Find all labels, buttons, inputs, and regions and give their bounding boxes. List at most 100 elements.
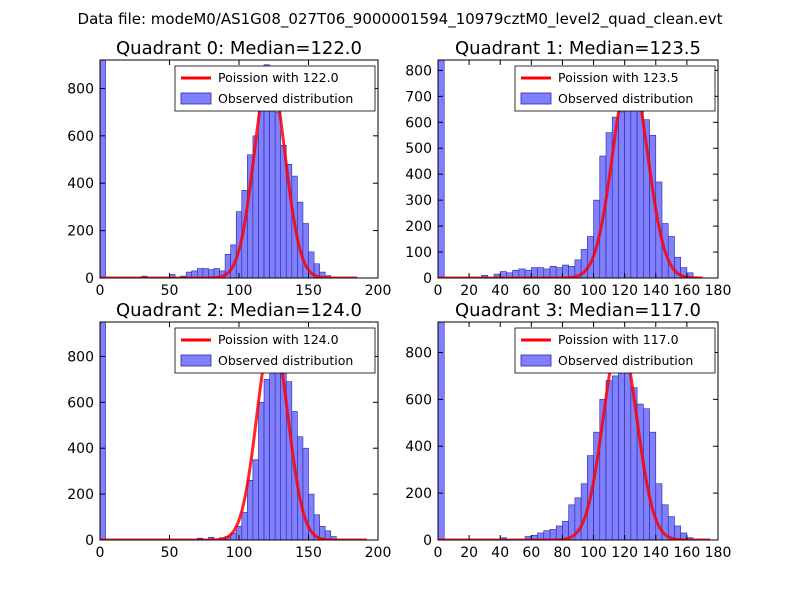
x-tick-label: 100 [226, 545, 253, 561]
panel-quadrant-1: Quadrant 1: Median=123.50 20 40 60 80 100 120 1… [405, 38, 731, 299]
x-tick-label: 0 [434, 283, 443, 299]
histogram-bar [269, 356, 276, 540]
x-tick-label: 120 [611, 283, 638, 299]
histogram-bar [549, 266, 557, 278]
y-tick-label: 200 [67, 487, 94, 503]
y-tick-label: 400 [67, 441, 94, 457]
x-tick-label: 80 [554, 283, 572, 299]
y-tick-label: 400 [67, 176, 94, 192]
y-tick-label: 300 [405, 193, 432, 209]
histogram-bar [258, 402, 265, 540]
legend-observed-swatch [520, 92, 552, 105]
y-tick-label: 600 [405, 392, 432, 408]
y-tick-label: 200 [405, 486, 432, 502]
y-tick-label: 600 [405, 115, 432, 131]
histogram-bar [274, 111, 282, 278]
x-tick-label: 100 [226, 283, 253, 299]
x-tick-label: 40 [491, 283, 509, 299]
histogram-bars [438, 322, 694, 540]
legend-fit-label: Poission with 124.0 [218, 332, 339, 347]
x-tick-label: 140 [642, 545, 669, 561]
x-tick-label: 180 [705, 545, 732, 561]
x-tick-label: 180 [705, 283, 732, 299]
x-tick-label: 20 [460, 545, 478, 561]
panel-quadrant-3: Quadrant 3: Median=117.00 20 40 60 80 100 120 1… [405, 300, 731, 561]
histogram-bar [605, 380, 613, 540]
poisson-fit-line [100, 331, 367, 540]
y-tick-label: 600 [67, 395, 94, 411]
x-tick-label: 150 [295, 283, 322, 299]
histogram-bar [247, 480, 254, 540]
axes-frame [437, 59, 719, 279]
x-tick-label: 100 [580, 545, 607, 561]
histogram-bar [667, 236, 675, 278]
panel-title: Quadrant 2: Median=124.0 [116, 300, 362, 321]
panel-quadrant-2: Quadrant 2: Median=124.0 0 50 100 150 200 0 200… [67, 300, 391, 561]
histogram-bar [624, 366, 632, 540]
legend-observed-label: Observed distribution [218, 91, 353, 106]
panel-title: Quadrant 1: Median=123.5 [455, 38, 701, 59]
y-tick-label: 200 [67, 224, 94, 240]
histogram-bar [263, 379, 270, 540]
x-tick-label: 0 [96, 283, 105, 299]
panel-quadrant-0: Quadrant 0: Median=122.0 0 50 100 150 200 0 200… [67, 38, 391, 299]
y-tick-label: 800 [67, 349, 94, 365]
x-tick-label: 140 [642, 283, 669, 299]
histogram-bar [611, 375, 619, 540]
x-tick-label: 40 [491, 545, 509, 561]
panel-title: Quadrant 0: Median=122.0 [116, 38, 362, 59]
y-tick-label: 0 [85, 271, 94, 287]
histogram-bar [438, 60, 445, 278]
y-tick-label: 800 [405, 63, 432, 79]
legend-fit-label: Poission with 123.5 [558, 70, 679, 85]
legend: Poission with 124.0 Observed distribution [174, 327, 376, 374]
legend: Poission with 122.0 Observed distribution [174, 65, 376, 112]
poisson-fit-line [438, 336, 711, 540]
histogram-bar [252, 459, 259, 540]
histogram-bar [555, 525, 563, 540]
y-tick-label: 400 [405, 439, 432, 455]
histogram-bar [438, 322, 445, 540]
x-tick-label: 160 [674, 545, 701, 561]
x-tick-label: 100 [580, 283, 607, 299]
poisson-fit-line [100, 70, 358, 278]
x-tick-label: 50 [161, 283, 179, 299]
histogram-bar [537, 267, 545, 278]
legend-observed-label: Observed distribution [558, 91, 693, 106]
y-tick-label: 700 [405, 89, 432, 105]
legend-observed-label: Observed distribution [558, 353, 693, 368]
axes-frame [437, 321, 719, 541]
x-tick-label: 50 [161, 545, 179, 561]
histogram-bar [100, 60, 106, 278]
histogram-bar [531, 267, 538, 278]
legend-observed-swatch [520, 354, 552, 367]
y-tick-label: 100 [405, 245, 432, 261]
figure-suptitle: Data file: modeM0/AS1G08_027T06_90000015… [78, 10, 723, 29]
x-tick-label: 150 [295, 545, 322, 561]
legend-fit-label: Poission with 122.0 [218, 70, 339, 85]
y-tick-label: 200 [405, 219, 432, 235]
poisson-fit-line [438, 68, 703, 278]
y-tick-label: 0 [423, 271, 432, 287]
legend-fit-label: Poission with 117.0 [558, 332, 679, 347]
y-tick-label: 0 [85, 533, 94, 549]
histogram-bar [618, 111, 625, 278]
x-tick-label: 80 [554, 545, 572, 561]
x-tick-label: 20 [460, 283, 478, 299]
x-tick-label: 60 [522, 545, 540, 561]
y-tick-label: 800 [405, 345, 432, 361]
y-tick-label: 400 [405, 167, 432, 183]
histogram-bar [302, 223, 309, 278]
y-tick-label: 500 [405, 141, 432, 157]
histogram-bar [330, 536, 337, 540]
legend-observed-swatch [180, 354, 212, 367]
y-tick-label: 600 [67, 129, 94, 145]
histogram-bars [100, 60, 332, 278]
histogram-bar [649, 431, 657, 540]
x-tick-label: 0 [434, 545, 443, 561]
histogram-bar [100, 322, 106, 540]
histogram-bar [562, 264, 569, 278]
x-tick-label: 200 [365, 283, 392, 299]
y-tick-label: 800 [67, 81, 94, 97]
